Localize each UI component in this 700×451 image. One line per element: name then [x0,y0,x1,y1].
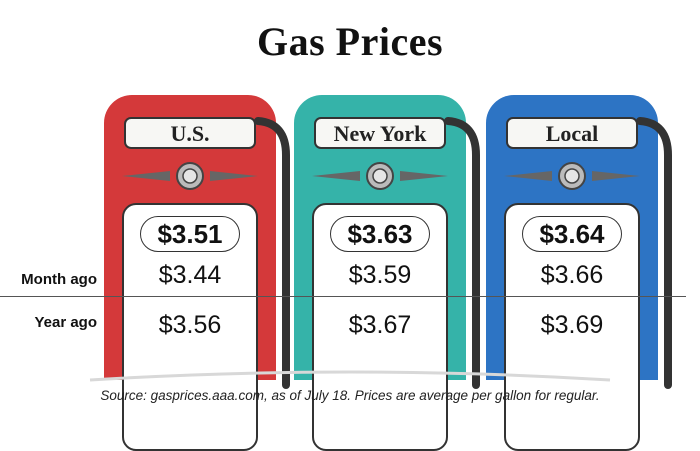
pump-local: Local $3.64 $3.66 $3.69 [486,95,672,451]
pump-emblem-icon [312,162,448,190]
hose-icon [254,117,290,389]
pump-emblem-icon [122,162,258,190]
pump-us: U.S. $3.51 $3.44 $3.56 [104,95,290,451]
price-panel: $3.63 $3.59 $3.67 [312,203,448,451]
pump-label: New York [314,117,446,149]
month-ago-price: $3.44 [158,261,222,289]
hose-icon [636,117,672,389]
current-price: $3.51 [140,216,240,252]
year-ago-price: $3.56 [158,311,222,339]
pump-base-icon [89,370,611,382]
price-panel: $3.51 $3.44 $3.56 [122,203,258,451]
month-ago-price: $3.59 [348,261,412,289]
price-panel: $3.64 $3.66 $3.69 [504,203,640,451]
year-ago-price: $3.67 [348,311,412,339]
pump-new-york: New York $3.63 $3.59 $3.67 [294,95,480,451]
hose-icon [444,117,480,389]
month-ago-price: $3.66 [540,261,604,289]
source-note: Source: gasprices.aaa.com, as of July 18… [100,388,600,403]
year-ago-price: $3.69 [540,311,604,339]
current-price: $3.64 [522,216,622,252]
row-divider [0,296,686,297]
current-price: $3.63 [330,216,430,252]
row-label-month-ago: Month ago [21,271,97,288]
pump-label: Local [506,117,638,149]
page-title: Gas Prices [256,19,444,64]
pump-label: U.S. [124,117,256,149]
pump-emblem-icon [504,162,640,190]
row-label-year-ago: Year ago [34,314,97,331]
